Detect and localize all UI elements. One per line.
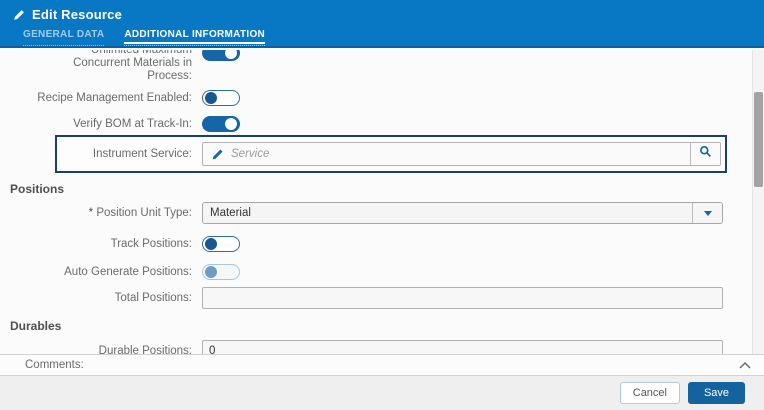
chevron-down-icon [703, 210, 712, 216]
form-scroll-area: Unlimited Maximum Concurrent Materials i… [0, 50, 764, 354]
comments-label: Comments: [25, 359, 84, 371]
pencil-icon [203, 148, 227, 161]
field-row-auto-generate-positions: Auto Generate Positions: [0, 264, 750, 280]
field-row-durable-positions: Durable Positions: [0, 340, 750, 354]
tab-bar: GENERAL DATA ADDITIONAL INFORMATION [23, 29, 265, 46]
field-row-verify-bom: Verify BOM at Track-In: [0, 116, 750, 132]
field-row-position-unit-type: * Position Unit Type: Material [0, 202, 750, 224]
instrument-service-input[interactable] [227, 143, 690, 165]
position-unit-type-dropdown[interactable]: Material [202, 202, 723, 224]
recipe-management-toggle[interactable] [202, 90, 240, 106]
chevron-up-icon[interactable] [739, 361, 751, 370]
durable-positions-input[interactable] [202, 340, 723, 354]
section-header-durables: Durables [10, 319, 62, 333]
recipe-management-label: Recipe Management Enabled: [37, 91, 192, 104]
edit-pencil-icon [13, 9, 25, 21]
page-title: Edit Resource [32, 7, 123, 22]
auto-generate-positions-toggle [202, 264, 240, 280]
instrument-service-search-button[interactable] [690, 143, 720, 165]
dropdown-caret-button[interactable] [692, 203, 722, 223]
tab-general-data[interactable]: GENERAL DATA [23, 29, 105, 46]
field-row-recipe-management: Recipe Management Enabled: [0, 90, 750, 106]
unlimited-max-label: Unlimited Maximum Concurrent Materials i… [73, 50, 192, 82]
verify-bom-label: Verify BOM at Track-In: [73, 117, 192, 130]
total-positions-label: Total Positions: [114, 291, 192, 304]
field-row-unlimited-max: Unlimited Maximum Concurrent Materials i… [0, 50, 750, 83]
required-marker: * [88, 206, 94, 219]
durable-positions-label: Durable Positions: [98, 344, 192, 355]
field-row-total-positions: Total Positions: [0, 287, 750, 309]
field-row-track-positions: Track Positions: [0, 236, 750, 252]
comments-section-header[interactable]: Comments: [0, 354, 764, 376]
vertical-scrollbar[interactable] [752, 50, 764, 354]
position-unit-type-value: Material [210, 207, 251, 219]
search-icon [699, 145, 712, 163]
auto-generate-positions-label: Auto Generate Positions: [64, 265, 192, 278]
cancel-button[interactable]: Cancel [619, 382, 680, 404]
total-positions-input[interactable] [202, 287, 723, 309]
unlimited-max-toggle[interactable] [202, 50, 240, 61]
instrument-service-highlight: Instrument Service: [55, 135, 727, 173]
save-button[interactable]: Save [688, 382, 745, 404]
instrument-service-field [202, 142, 721, 166]
verify-bom-toggle[interactable] [202, 116, 240, 132]
section-header-positions: Positions [10, 182, 65, 196]
dialog-footer: Cancel Save [0, 376, 764, 410]
scrollbar-thumb[interactable] [754, 92, 763, 187]
instrument-service-label: Instrument Service: [92, 147, 192, 160]
tab-additional-information[interactable]: ADDITIONAL INFORMATION [124, 29, 265, 46]
dialog-header: Edit Resource GENERAL DATA ADDITIONAL IN… [0, 0, 764, 48]
track-positions-label: Track Positions: [110, 237, 192, 250]
position-unit-type-label: * Position Unit Type: [88, 206, 192, 219]
track-positions-toggle[interactable] [202, 236, 240, 252]
